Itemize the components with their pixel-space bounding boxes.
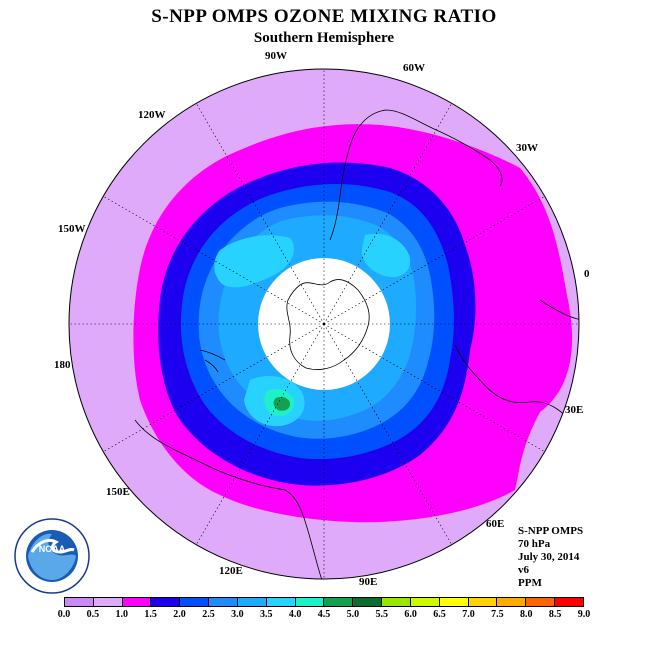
colorbar-segment <box>382 598 411 606</box>
colorbar-tick-label: 5.0 <box>346 609 360 620</box>
colorbar-tick-label: 4.5 <box>317 609 331 620</box>
chart-subtitle: Southern Hemisphere <box>253 30 395 46</box>
colorbar-segment <box>295 598 325 606</box>
colorbar-segment <box>324 598 354 606</box>
colorbar-tick-label: 8.5 <box>548 609 562 620</box>
australia-coastline <box>134 419 323 579</box>
lon-label-30e: 30E <box>565 404 584 416</box>
noaa-logo: NOAA <box>14 518 90 594</box>
lon-label-150w: 150W <box>58 223 86 235</box>
chart-title: S-NPP OMPS OZONE MIXING RATIO <box>151 6 497 27</box>
lon-label-150e: 150E <box>106 486 130 498</box>
lon-label-60w: 60W <box>403 62 425 74</box>
colorbar-segment <box>526 598 556 606</box>
south-america-coastline <box>329 109 503 241</box>
colorbar-tick-label: 0.5 <box>86 609 100 620</box>
info-version: v6 <box>518 564 529 576</box>
colorbar-tick-label: 2.0 <box>173 609 186 620</box>
lon-label-90e: 90E <box>359 576 378 588</box>
graticule <box>69 69 579 579</box>
colorbar-segment <box>497 598 527 606</box>
colorbar-tick-label: 1.5 <box>144 609 157 620</box>
colorbar-segment <box>122 598 152 606</box>
colorbar-segment <box>353 598 383 606</box>
colorbar-segment <box>151 598 181 606</box>
colorbar-tick-label: 2.5 <box>202 609 215 620</box>
colorbar-tick-label: 5.5 <box>375 609 389 620</box>
lon-label-90w: 90W <box>265 50 287 62</box>
ozone-band-3.5-4.0 <box>214 235 294 288</box>
colorbar-tick-label: 0.0 <box>57 609 71 620</box>
colorbar-tick-label: 9.0 <box>577 609 591 620</box>
noaa-logo-text: NOAA <box>39 544 66 554</box>
info-pressure: 70 hPa <box>518 538 551 550</box>
colorbar-segment <box>180 598 210 606</box>
info-instrument: S-NPP OMPS <box>518 525 584 537</box>
colorbar-segment <box>439 598 469 606</box>
colorbar-tick-label: 3.0 <box>231 609 244 620</box>
colorbar-segment <box>93 598 123 606</box>
colorbar-tick-label: 7.5 <box>491 609 504 620</box>
colorbar-segment <box>410 598 440 606</box>
colorbar-tick-label: 8.0 <box>519 609 533 620</box>
info-block: S-NPP OMPS 70 hPa July 30, 2014 v6 PPM <box>518 525 583 590</box>
lon-label-120e: 120E <box>219 565 243 577</box>
new-zealand-coastline <box>199 349 226 373</box>
colorbar-ticks: 0.0 0.5 1.0 1.5 2.0 2.5 3.0 3.5 4.0 4.5 5.0 5.5 6.0 6… <box>58 609 591 623</box>
lon-label-30w: 30W <box>516 142 538 154</box>
colorbar-tick-label: 7.0 <box>462 609 475 620</box>
south-pole-marker <box>322 322 326 326</box>
colorbar-segment <box>237 598 267 606</box>
colorbar-segment <box>65 598 94 606</box>
map-boundary <box>68 68 580 580</box>
info-date: July 30, 2014 <box>518 551 580 563</box>
antarctica-coastline <box>286 279 370 370</box>
colorbar <box>64 597 584 607</box>
colorbar-tick-label: 1.0 <box>115 609 129 620</box>
colorbar-segment <box>468 598 498 606</box>
colorbar-segment <box>266 598 296 606</box>
colorbar-segment <box>555 598 583 606</box>
lon-label-60e: 60E <box>486 518 505 530</box>
lon-label-180: 180 <box>54 359 71 371</box>
colorbar-tick-label: 4.0 <box>288 609 302 620</box>
lon-label-0: 0 <box>584 268 590 280</box>
colorbar-tick-label: 3.5 <box>259 609 273 620</box>
info-units: PPM <box>518 577 542 589</box>
colorbar-tick-label: 6.0 <box>404 609 417 620</box>
lon-label-120w: 120W <box>138 109 166 121</box>
ozone-band-4.5-5.0 <box>273 396 290 411</box>
colorbar-tick-label: 6.5 <box>433 609 446 620</box>
colorbar-segment <box>209 598 238 606</box>
